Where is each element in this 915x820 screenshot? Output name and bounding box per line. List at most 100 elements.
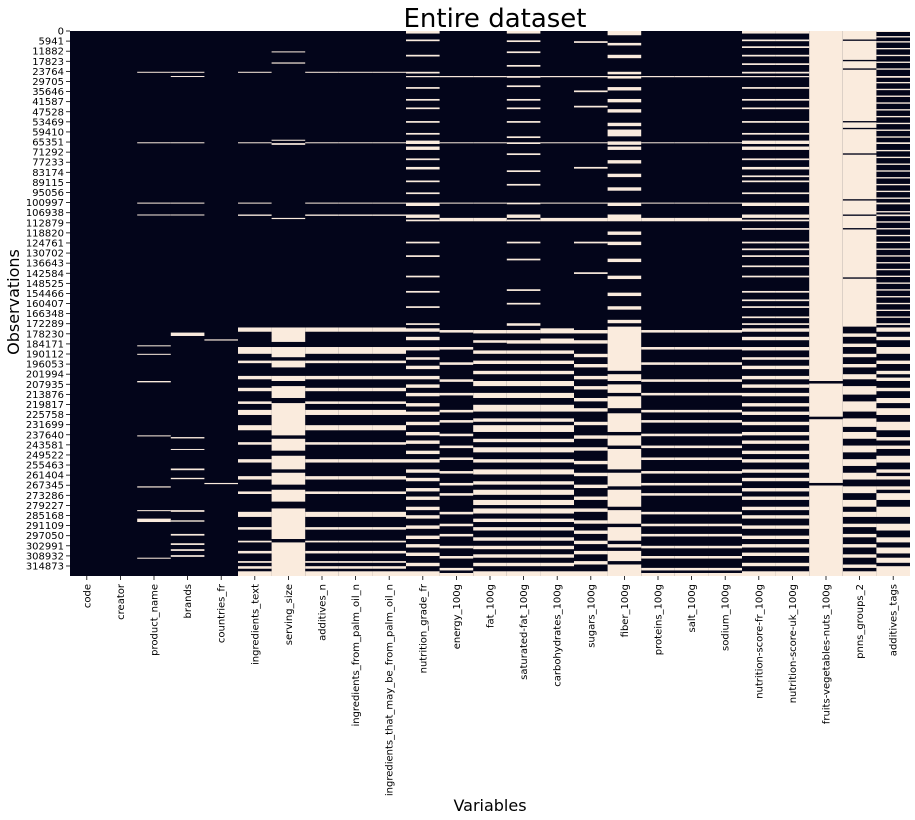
missing-segment [674, 433, 709, 437]
missing-segment [641, 217, 675, 222]
missing-segment [574, 41, 608, 43]
missing-segment [708, 392, 742, 396]
missing-segment [708, 556, 742, 559]
missing-segment [641, 330, 675, 333]
missing-segment [406, 403, 440, 407]
missing-segment [473, 447, 507, 453]
y-tick-label: 65351 [32, 138, 64, 149]
x-tick-label: fruits-vegetables-nuts_100g [822, 584, 833, 724]
missing-segment [742, 477, 776, 482]
missing-segment [574, 460, 608, 465]
missing-segment [473, 518, 507, 523]
missing-segment [439, 330, 474, 333]
y-tick-label: 148525 [26, 279, 64, 290]
missing-segment [641, 379, 675, 382]
missing-segment [540, 499, 574, 506]
missing-segment [338, 409, 373, 415]
missing-segment [439, 445, 474, 449]
missing-segment [775, 403, 810, 407]
missing-segment [876, 377, 910, 381]
y-tick-label: 77233 [32, 158, 64, 169]
missing-segment [607, 544, 642, 548]
heatmap-column-saturated-fat_100g [506, 31, 541, 576]
missing-segment [506, 136, 541, 139]
missing-segment [876, 211, 910, 213]
missing-segment [674, 511, 709, 515]
missing-segment [641, 392, 675, 396]
missing-segment [406, 54, 440, 57]
heatmap-column-energy_100g [439, 76, 474, 576]
missing-segment [170, 468, 205, 471]
missing-segment [406, 290, 440, 293]
missing-segment [473, 481, 507, 485]
missing-segment [238, 550, 272, 554]
missing-segment [708, 347, 742, 350]
missing-segment [506, 107, 541, 110]
missing-segment [708, 142, 742, 144]
missing-segment [137, 353, 171, 355]
missing-segment [574, 472, 608, 477]
missing-segment [540, 518, 574, 523]
missing-segment [506, 489, 541, 495]
missing-segment [742, 440, 776, 444]
heatmap-column-nutrition-score-fr_100g [742, 31, 776, 576]
missing-segment [742, 552, 776, 556]
x-tick-label: saturated-fat_100g [519, 584, 530, 680]
y-tick-label: 172289 [26, 319, 64, 330]
x-tick-label: ingredients_that_may_be_from_palm_oil_n [385, 584, 396, 796]
missing-segment [574, 530, 608, 534]
missing-segment [338, 401, 373, 404]
missing-segment [238, 401, 272, 404]
y-tick-label: 219817 [26, 400, 64, 411]
missing-segment [137, 202, 171, 204]
missing-segment [607, 510, 642, 524]
missing-segment [238, 375, 272, 380]
missing-segment [170, 202, 205, 204]
missing-segment [641, 142, 675, 144]
missing-segment [607, 129, 642, 137]
missing-segment [775, 469, 810, 473]
y-tick-label: 95056 [32, 188, 64, 199]
missing-segment [238, 409, 272, 415]
y-tick-label: 231699 [26, 420, 64, 431]
missing-segment [742, 121, 776, 123]
missing-segment [506, 51, 541, 54]
missing-segment [271, 455, 306, 470]
missing-segment [876, 248, 910, 250]
y-tick-label: 83174 [32, 168, 64, 179]
missing-segment [674, 362, 709, 365]
missing-segment [742, 140, 776, 144]
missing-segment [574, 353, 608, 358]
missing-segment [170, 510, 205, 512]
missing-segment [775, 535, 810, 540]
missing-segment [742, 228, 776, 230]
missing-segment [439, 511, 474, 515]
missing-segment [406, 98, 440, 101]
missing-segment [540, 381, 574, 387]
missing-segment [574, 241, 608, 244]
missing-segment [506, 438, 541, 443]
missing-segment [775, 290, 810, 293]
missing-segment [876, 81, 910, 84]
missing-segment [540, 328, 574, 334]
missing-segment [271, 489, 306, 502]
missing-segment [238, 214, 272, 216]
missing-segment [607, 472, 642, 487]
missing-segment [406, 375, 440, 380]
missing-segment [876, 370, 910, 375]
missing-segment [473, 499, 507, 506]
x-tick-label: salt_100g [687, 584, 698, 632]
missing-segment [674, 471, 709, 474]
missing-segment [607, 435, 642, 446]
missing-segment [876, 202, 910, 205]
missing-segment [876, 170, 910, 172]
missing-segment [876, 557, 910, 563]
missing-segment [473, 545, 507, 550]
missing-segment [809, 31, 843, 381]
missing-segment [439, 471, 474, 474]
missing-segment [506, 370, 541, 375]
missing-segment [439, 493, 474, 496]
missing-segment [506, 447, 541, 453]
missing-segment [775, 357, 810, 360]
missing-segment [641, 511, 675, 515]
